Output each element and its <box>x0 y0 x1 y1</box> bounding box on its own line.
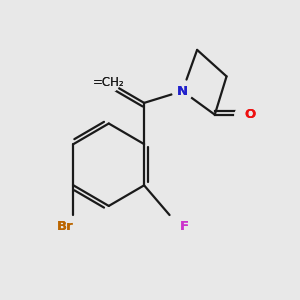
Text: Br: Br <box>57 220 74 233</box>
Text: N: N <box>177 85 188 98</box>
Text: F: F <box>179 220 189 233</box>
Text: O: O <box>244 108 256 121</box>
Text: F: F <box>179 220 189 233</box>
Text: =CH₂: =CH₂ <box>93 76 124 89</box>
Text: Br: Br <box>57 220 74 233</box>
Text: N: N <box>177 85 188 98</box>
Text: =CH₂: =CH₂ <box>93 76 124 89</box>
Text: O: O <box>244 108 256 121</box>
